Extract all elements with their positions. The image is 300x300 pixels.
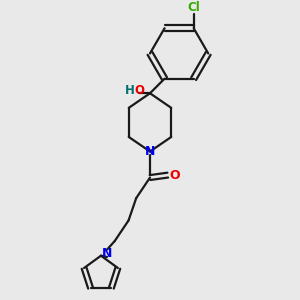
Text: H: H xyxy=(125,84,135,97)
Text: N: N xyxy=(102,247,112,260)
Text: N: N xyxy=(145,145,155,158)
Text: Cl: Cl xyxy=(187,2,200,14)
Text: O: O xyxy=(134,84,144,97)
Text: O: O xyxy=(169,169,180,182)
